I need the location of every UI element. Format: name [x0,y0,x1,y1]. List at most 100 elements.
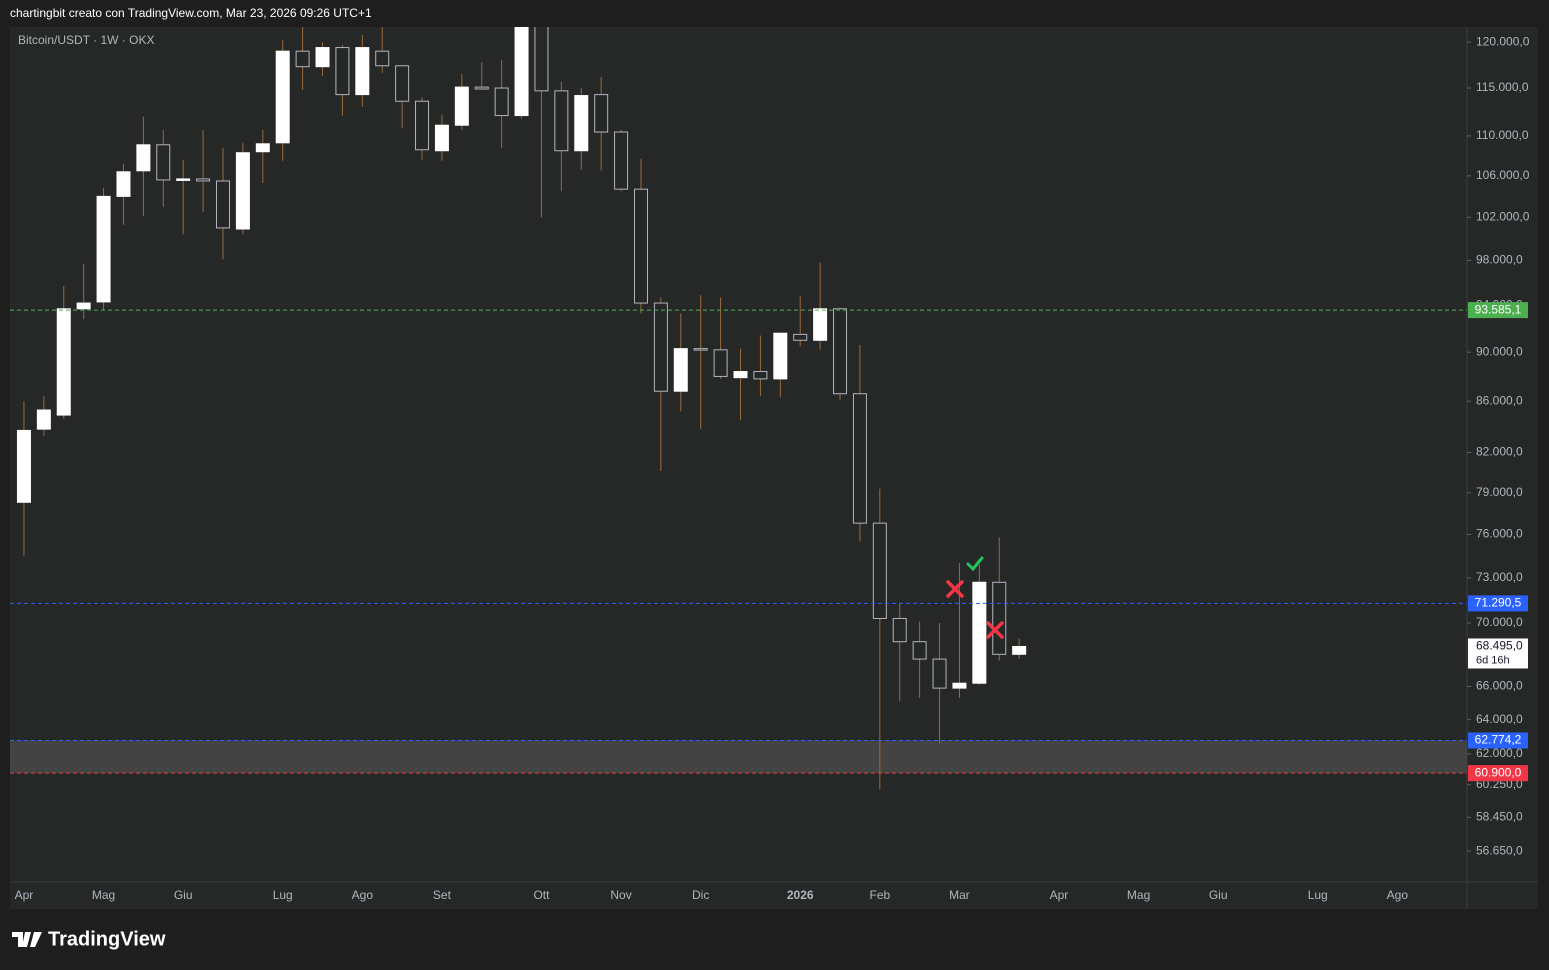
candle-body [753,371,768,380]
candle-body [16,429,31,503]
candle-body [574,95,589,152]
x-tick-label: Giu [174,888,193,902]
candle-body [1012,645,1027,655]
y-tick-label: 120.000,0 [1476,34,1530,48]
candle-body [534,27,549,92]
y-tick-label: 62.000,0 [1476,746,1523,760]
candle-body [395,65,410,102]
x-tick-label: Lug [1308,888,1328,902]
header: chartingbit creato con TradingView.com, … [10,6,372,20]
x-tick-label: Nov [610,888,631,902]
candle-body [673,348,688,392]
logo-icon [12,932,42,947]
y-tick-label: 110.000,0 [1476,128,1529,142]
shaded-zone [10,740,1467,774]
candle-body [235,152,250,230]
cross-marker [986,621,1004,639]
countdown-label: 6d 16h [1476,654,1510,666]
x-tick-label: Ago [1387,888,1409,902]
candle-body [275,50,290,144]
candle-body [454,86,469,126]
x-tick-label: Set [433,888,452,902]
x-tick-label: Lug [273,888,293,902]
candle-body [76,302,91,310]
x-tick-label: 2026 [787,888,814,902]
chart-title: Bitcoin/USDT · 1W · OKX [18,33,154,47]
candle-body [713,349,728,377]
candle-body [693,348,708,351]
candle-body [833,308,848,395]
check-marker [966,556,984,572]
last-price-box [1468,638,1528,669]
level-label-box [1468,765,1528,782]
markers [946,556,1004,639]
candle-body [514,27,529,117]
level-label-box [1468,595,1528,612]
candle-body [136,144,151,172]
axes: 120.000,0 115.000,0 110.000,0 106.000,0 102.… [15,34,1530,902]
candle-body [255,143,270,153]
candle-body [912,641,927,660]
candle-body [494,87,509,117]
x-tick-label: Ago [352,888,374,902]
y-tick-label: 98.000,0 [1476,253,1523,267]
y-tick-label: 106.000,0 [1476,168,1530,182]
candle-body [733,371,748,379]
candle-body [156,144,171,181]
candle-body [355,47,370,96]
candle-body [295,50,310,68]
y-tick-label: 86.000,0 [1476,393,1523,407]
candle-body [196,178,211,182]
candle-body [116,171,131,197]
candle-body [793,333,808,341]
candle-body [872,522,887,619]
x-tick-label: Ott [533,888,550,902]
candle-body [474,86,489,90]
x-tick-label: Dic [692,888,709,902]
candle-body [972,581,987,684]
y-tick-label: 66.000,0 [1476,679,1523,693]
candle-body [813,308,828,341]
x-tick-label: Apr [1050,888,1069,902]
brand: TradingView [48,928,166,950]
candle-body [952,682,967,689]
candle-body [992,581,1007,655]
candle-body [96,195,111,303]
x-tick-label: Mag [92,888,115,902]
candle-body [415,100,430,151]
logo: TradingView [12,928,166,950]
level-label: 71.290,5 [1475,596,1522,610]
y-tick-label: 102.000,0 [1476,209,1530,223]
candle-body [36,409,51,430]
candle-body [653,302,668,392]
candle-body [773,332,788,380]
last-price-label: 68.495,0 [1476,639,1523,653]
level-label: 93.585,1 [1475,302,1522,316]
y-tick-label: 73.000,0 [1476,570,1523,584]
y-tick-label: 79.000,0 [1476,485,1523,499]
candle-body [215,180,230,229]
y-tick-label: 58.450,0 [1476,810,1523,824]
level-label-box [1468,302,1528,319]
x-tick-label: Mag [1127,888,1150,902]
candle-body [335,47,350,96]
x-tick-label: Feb [869,888,890,902]
candle-body [892,617,907,643]
candle-body [375,50,390,67]
level-label: 62.774,2 [1475,733,1522,747]
candle-body [633,188,648,304]
candle-body [434,124,449,152]
candle-body [932,658,947,689]
level-label-box [1468,732,1528,749]
candle-body [56,308,71,416]
y-tick-label: 70.000,0 [1476,615,1523,629]
y-tick-label: 115.000,0 [1476,80,1529,94]
level-label: 60.900,0 [1475,765,1522,779]
candle-body [315,47,330,68]
plot-area [10,27,1467,790]
y-tick-label: 76.000,0 [1476,527,1523,541]
y-tick-label: 82.000,0 [1476,445,1523,459]
x-tick-label: Mar [949,888,970,902]
y-tick-label: 64.000,0 [1476,712,1523,726]
